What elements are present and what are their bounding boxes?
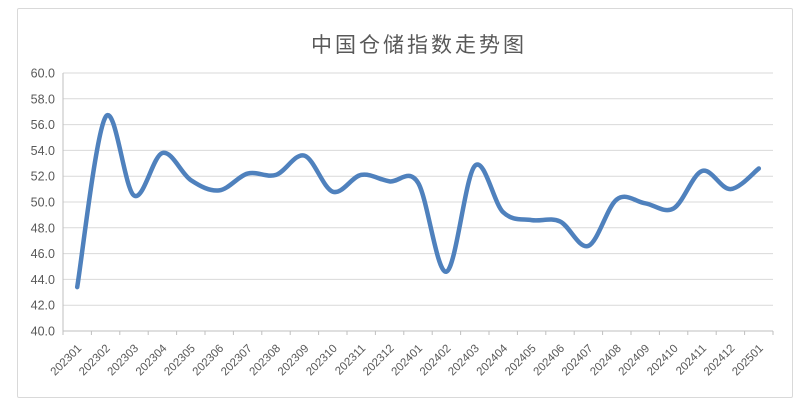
y-axis-tick-label: 52.0 bbox=[31, 170, 55, 184]
y-axis-tick-label: 60.0 bbox=[31, 67, 55, 81]
y-axis-tick-label: 54.0 bbox=[31, 144, 55, 158]
x-axis-tick-label: 202501 bbox=[730, 343, 766, 379]
y-axis-tick-label: 46.0 bbox=[31, 247, 55, 261]
warehousing-index-trend-line bbox=[74, 112, 762, 290]
y-axis-tick-label: 48.0 bbox=[31, 221, 55, 235]
x-axis-tick-label: 202410 bbox=[645, 343, 681, 379]
x-axis-tick-label: 202310 bbox=[304, 343, 340, 379]
y-axis-tick-label: 50.0 bbox=[31, 196, 55, 210]
y-axis-tick-label: 56.0 bbox=[31, 118, 55, 132]
y-axis-tick-label: 42.0 bbox=[31, 299, 55, 313]
y-axis-tick-label: 40.0 bbox=[31, 325, 55, 339]
chart-title: 中国仓储指数走势图 bbox=[311, 33, 527, 57]
y-axis-tick-label: 44.0 bbox=[31, 273, 55, 287]
y-axis-tick-label: 58.0 bbox=[31, 92, 55, 106]
